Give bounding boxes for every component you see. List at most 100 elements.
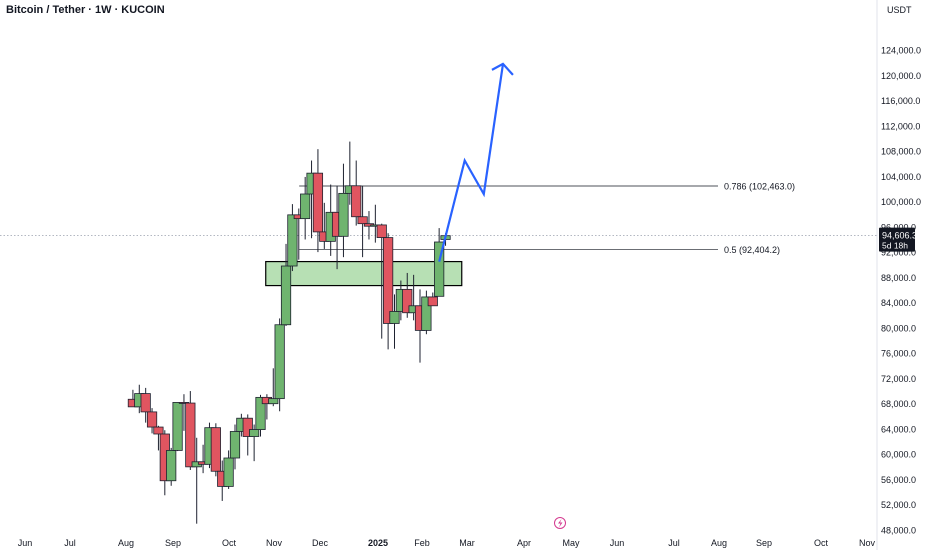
candle-body [249,429,260,437]
x-tick-label: Jul [64,538,76,548]
y-tick-label: 104,000.0 [881,172,921,182]
candle[interactable] [229,424,241,470]
x-tick-label: Jul [668,538,680,548]
x-tick-label: Sep [756,538,772,548]
candle-body [312,172,324,233]
candle-body [172,402,183,451]
candle[interactable] [255,394,266,437]
x-tick-label: Oct [222,538,237,548]
candle-body [229,431,241,459]
candle[interactable] [434,228,445,297]
candle[interactable] [153,425,164,451]
current-price-label: 94,606.3 [882,231,917,241]
candle-body [357,216,368,225]
candle[interactable] [357,185,368,258]
support-zone[interactable] [265,260,463,287]
candle-body [140,393,151,413]
candle-body [210,427,221,472]
candle-body [376,224,387,238]
x-tick-label: Nov [859,538,876,548]
candle-body [146,411,158,428]
projection-path[interactable] [438,63,505,262]
y-tick-label: 92,000.0 [881,248,916,258]
candle[interactable] [268,368,279,407]
currency-label: USDT [887,5,912,15]
x-tick-label: Mar [459,538,475,548]
candle-body [402,288,413,314]
y-tick-label: 88,000.0 [881,273,916,283]
candle[interactable] [427,292,438,307]
candle[interactable] [300,176,311,240]
candle[interactable] [280,243,292,326]
candle[interactable] [140,387,151,423]
bar-countdown-label: 5d 18h [882,241,908,251]
candle[interactable] [351,160,362,226]
candle[interactable] [383,233,394,350]
candle-body [166,450,177,482]
candle[interactable] [376,223,387,339]
candle-body [434,241,445,297]
candle-body [223,457,234,487]
y-tick-label: 124,000.0 [881,46,921,56]
x-tick-label: Sep [165,538,181,548]
candle[interactable] [172,402,183,452]
x-tick-label: Aug [118,538,134,548]
y-tick-label: 120,000.0 [881,71,921,81]
x-tick-label: Dec [312,538,329,548]
candle-body [421,296,432,331]
x-tick-label: Jun [18,538,33,548]
candle-body [255,396,266,430]
x-tick-label: Oct [814,538,829,548]
candle[interactable] [338,163,349,258]
candle-body [338,192,349,237]
chart-title: Bitcoin / Tether · 1W · KUCOIN [6,4,165,16]
candle-body [383,237,394,324]
y-tick-label: 112,000.0 [881,121,920,131]
y-tick-label: 52,000.0 [881,500,916,510]
candle-body [242,417,253,437]
y-tick-label: 96,000.0 [881,222,916,232]
candle[interactable] [223,450,234,489]
y-tick-label: 76,000.0 [881,349,916,359]
candle[interactable] [312,149,324,253]
projection-arrowhead [491,62,514,76]
candle-body [274,324,285,400]
current-price-badge [879,227,915,252]
fib-level-05-label: 0.5 (92,404.2) [724,245,780,255]
lightning-glyph [558,519,563,528]
y-tick-label: 72,000.0 [881,374,916,384]
fib-level-0786-label: 0.786 (102,463.0) [724,182,795,192]
candle[interactable] [242,414,253,456]
x-tick-label: Feb [414,538,430,548]
x-tick-label: May [562,538,580,548]
candle-body [427,296,438,307]
candle-body [185,402,196,468]
x-tick-label: 2025 [368,538,388,548]
candle[interactable] [146,408,158,434]
candle[interactable] [421,290,432,335]
candle[interactable] [389,294,400,349]
candle[interactable] [210,423,221,477]
candle[interactable] [249,424,260,462]
y-tick-label: 68,000.0 [881,399,916,409]
x-tick-label: Aug [711,538,727,548]
candle[interactable] [287,204,298,272]
y-tick-label: 80,000.0 [881,323,916,333]
candle[interactable] [185,391,196,470]
candle-body [300,193,311,220]
y-tick-label: 100,000.0 [881,197,921,207]
y-tick-label: 60,000.0 [881,450,916,460]
y-tick-label: 116,000.0 [881,96,920,106]
x-tick-label: Apr [517,538,531,548]
y-tick-label: 108,000.0 [881,147,921,157]
candle[interactable] [402,272,413,318]
y-tick-label: 64,000.0 [881,424,916,434]
candle-body [351,185,362,218]
candle[interactable] [274,318,285,412]
x-tick-label: Nov [266,538,283,548]
candle-body [153,426,164,435]
candle-body [280,265,292,326]
x-tick-label: Jun [610,538,625,548]
candle[interactable] [166,447,177,486]
